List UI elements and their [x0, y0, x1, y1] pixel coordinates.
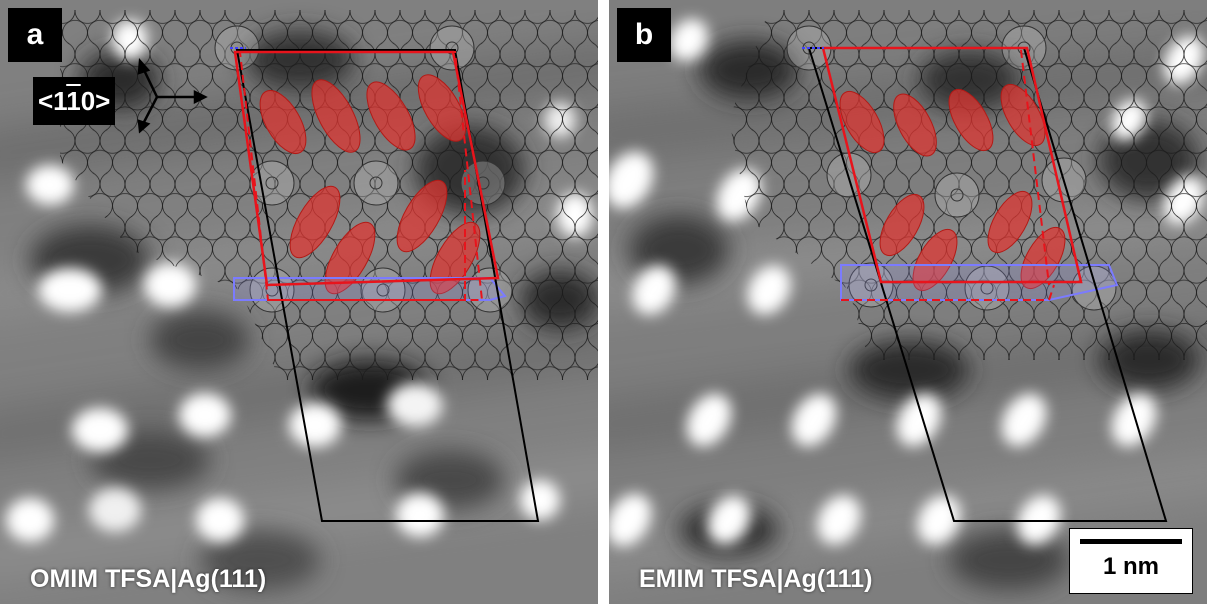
crystal-direction-label: <110>	[33, 77, 116, 125]
panel-label-a: a	[8, 8, 62, 62]
axis-arrows-icon	[137, 57, 208, 134]
scale-bar-line	[1080, 539, 1182, 544]
direction-bar-digit: 1	[66, 86, 81, 116]
stm-image-a	[0, 0, 598, 604]
direction-prefix: <1	[38, 86, 67, 116]
scale-bar: 1 nm	[1069, 528, 1193, 594]
scale-bar-label: 1 nm	[1102, 553, 1159, 580]
stm-panel-a: a <110> OMIM TFSA|Ag(111)	[0, 0, 598, 604]
panel-caption-b: EMIM TFSA|Ag(111)	[639, 565, 873, 593]
stm-image-b	[609, 0, 1207, 604]
panel-label-b: b	[617, 8, 671, 62]
stm-panel-b: b EMIM TFSA|Ag(111) 1 nm	[609, 0, 1207, 604]
direction-suffix: 0>	[80, 86, 111, 116]
panel-caption-a: OMIM TFSA|Ag(111)	[30, 565, 267, 593]
